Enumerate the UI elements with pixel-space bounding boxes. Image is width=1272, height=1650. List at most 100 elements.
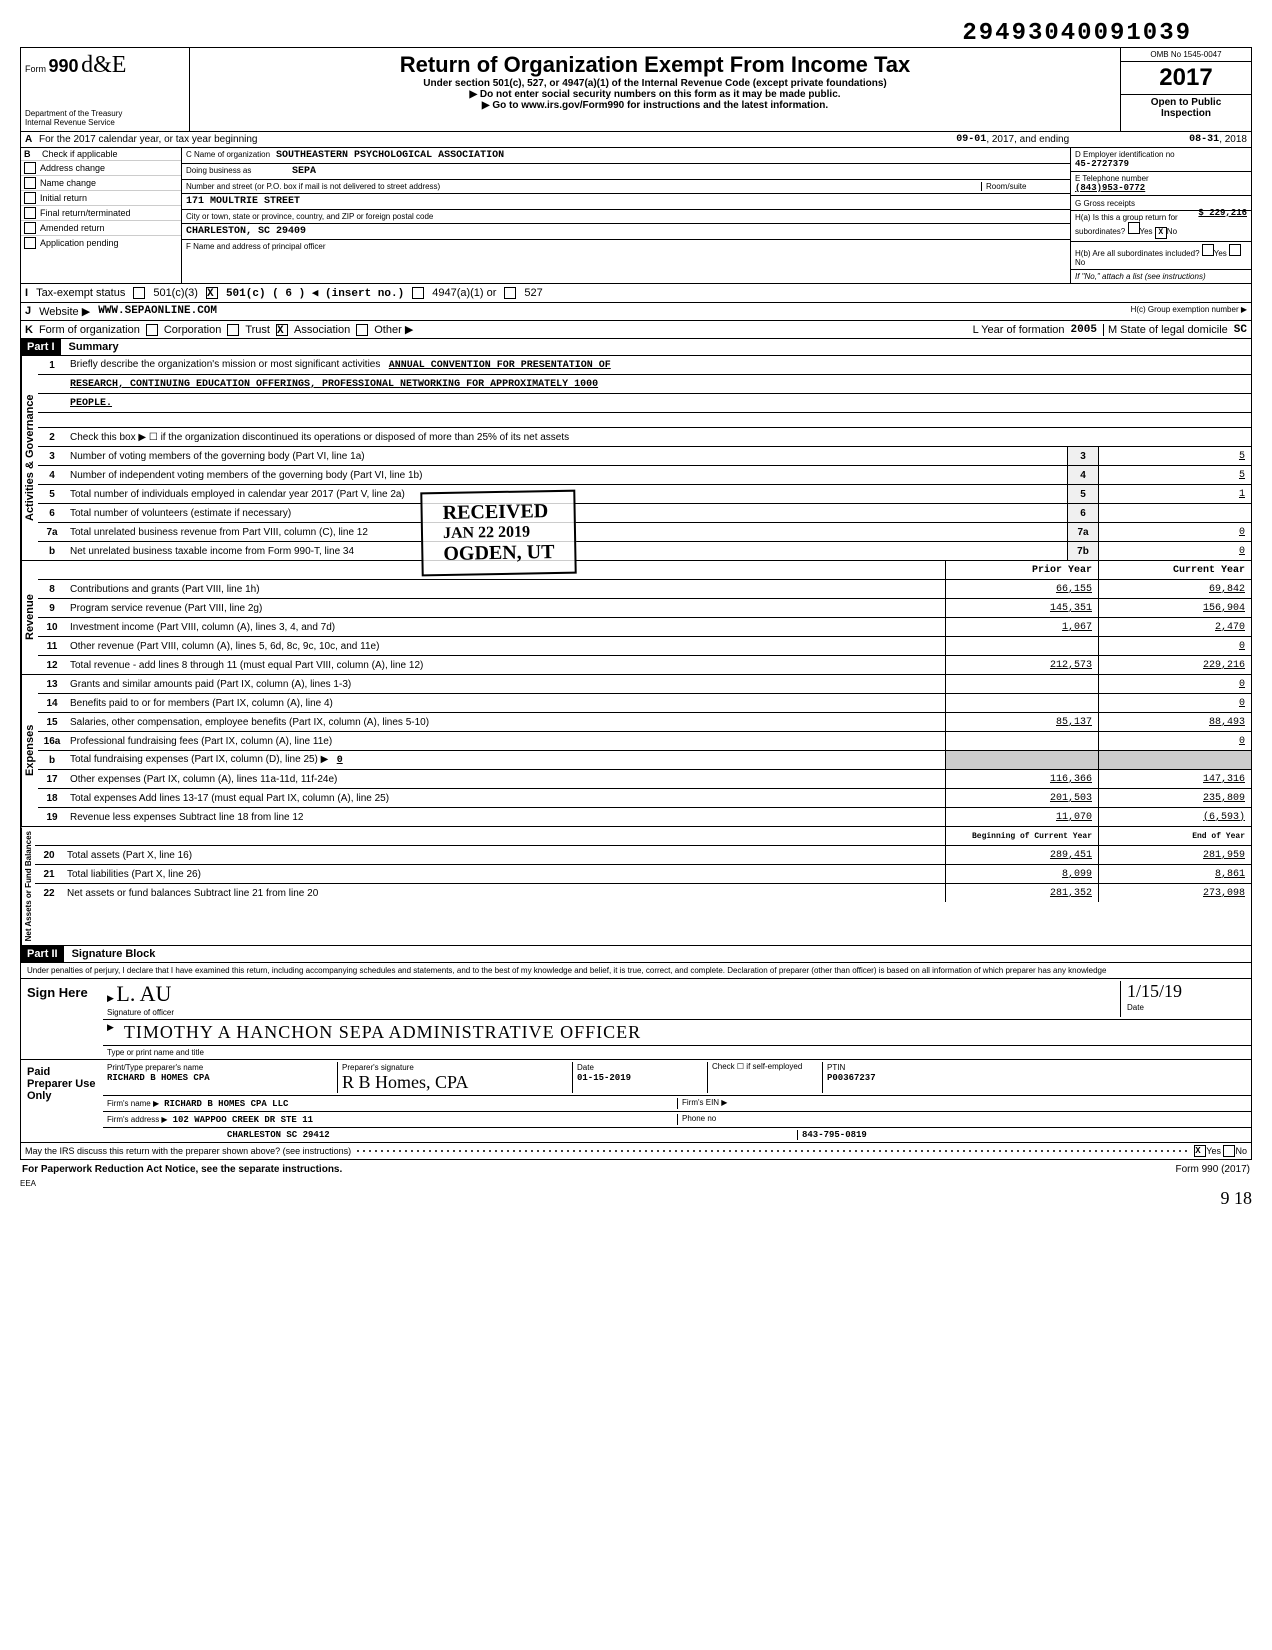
line-15-num: 15: [38, 717, 66, 728]
sign-here-label: Sign Here: [21, 979, 103, 1059]
line-15-prior: 85,137: [945, 713, 1098, 731]
4947-checkbox[interactable]: [412, 287, 424, 299]
dba-label: Doing business as: [186, 166, 286, 175]
part1-title: Summary: [61, 341, 119, 353]
line-16b-text: Total fundraising expenses (Part IX, col…: [70, 754, 328, 765]
501c-checkbox[interactable]: X: [206, 287, 218, 299]
trust-label: Trust: [245, 324, 270, 336]
line-22-current: 273,098: [1098, 884, 1251, 902]
line-16a-num: 16a: [38, 736, 66, 747]
corp-label: Corporation: [164, 324, 221, 336]
corp-checkbox[interactable]: [146, 324, 158, 336]
line-7b-num: b: [38, 546, 66, 557]
firm-addr2: CHARLESTON SC 29412: [107, 1130, 787, 1140]
line-8-prior: 66,155: [945, 580, 1098, 598]
ha-no-checkbox[interactable]: X: [1155, 227, 1167, 239]
tax-exempt-label: Tax-exempt status: [36, 287, 125, 299]
line-7a-text: Total unrelated business revenue from Pa…: [70, 527, 368, 538]
line-16b-num: b: [38, 755, 66, 766]
city-state-zip: CHARLESTON, SC 29409: [186, 226, 306, 237]
line-20-current: 281,959: [1098, 846, 1251, 864]
line-10-current: 2,470: [1098, 618, 1251, 636]
line-19-current: (6,593): [1098, 808, 1251, 826]
amended-return-label: Amended return: [40, 223, 105, 233]
ptin-value: P00367237: [827, 1073, 876, 1083]
discuss-no-checkbox[interactable]: [1223, 1145, 1235, 1157]
line-21-current: 8,861: [1098, 865, 1251, 883]
line-4-num: 4: [38, 470, 66, 481]
preparer-name-label: Print/Type preparer's name: [107, 1063, 203, 1072]
dba-value: SEPA: [292, 166, 316, 177]
period-mid: , 2017, and ending: [986, 134, 1069, 145]
form-org-label: Form of organization: [39, 324, 140, 336]
firm-phone-label: Phone no: [677, 1114, 1247, 1125]
amended-return-checkbox[interactable]: [24, 222, 36, 234]
city-label: City or town, state or province, country…: [186, 212, 433, 221]
501c-label: 501(c) ( 6 ) ◀ (insert no.): [226, 286, 404, 300]
activities-governance-label: Activities & Governance: [21, 356, 38, 560]
line-6-text: Total number of volunteers (estimate if …: [70, 508, 291, 519]
hb-no-checkbox[interactable]: [1229, 244, 1241, 256]
line-19-num: 19: [38, 812, 66, 823]
line-22-text: Net assets or fund balances Subtract lin…: [67, 888, 318, 899]
line-18-prior: 201,503: [945, 789, 1098, 807]
application-pending-checkbox[interactable]: [24, 237, 36, 249]
527-checkbox[interactable]: [504, 287, 516, 299]
mission-line1: ANNUAL CONVENTION FOR PRESENTATION OF: [389, 360, 611, 371]
ha-yes-checkbox[interactable]: [1128, 222, 1140, 234]
sign-date-label: Date: [1127, 1003, 1144, 1012]
officer-typed-name: TIMOTHY A HANCHON SEPA ADMINISTRATIVE OF…: [124, 1022, 641, 1043]
hb-yes-checkbox[interactable]: [1202, 244, 1214, 256]
website-value: WWW.SEPAONLINE.COM: [98, 305, 217, 318]
form-title: Return of Organization Exempt From Incom…: [194, 52, 1116, 78]
line-12-num: 12: [38, 660, 66, 671]
phone-label: E Telephone number: [1075, 174, 1247, 183]
address-change-checkbox[interactable]: [24, 162, 36, 174]
line-2-text: Check this box ▶ ☐ if the organization d…: [66, 431, 1251, 444]
line-13-prior: [945, 675, 1098, 693]
line-4-box: 4: [1067, 466, 1098, 484]
line-6-value: [1098, 504, 1251, 522]
501c3-checkbox[interactable]: [133, 287, 145, 299]
line-3-value: 5: [1098, 447, 1251, 465]
part2-title: Signature Block: [64, 948, 156, 960]
year-formation-value: 2005: [1071, 324, 1097, 336]
line-j-label: J: [25, 305, 31, 318]
line-13-num: 13: [38, 679, 66, 690]
line-20-prior: 289,451: [945, 846, 1098, 864]
final-return-checkbox[interactable]: [24, 207, 36, 219]
assoc-checkbox[interactable]: X: [276, 324, 288, 336]
line-17-num: 17: [38, 774, 66, 785]
line-11-num: 11: [38, 641, 66, 652]
form-header: Form 990 d&E Department of the Treasury …: [20, 47, 1252, 132]
website-label: Website ▶: [39, 305, 90, 318]
officer-signature-label: Signature of officer: [107, 1008, 174, 1017]
discuss-yes-checkbox[interactable]: X: [1194, 1145, 1206, 1157]
open-public: Open to Public: [1125, 97, 1247, 108]
line-7a-box: 7a: [1067, 523, 1098, 541]
line-9-text: Program service revenue (Part VIII, line…: [70, 603, 262, 614]
line-2-num: 2: [38, 432, 66, 443]
subtitle-3: ▶ Go to www.irs.gov/Form990 for instruct…: [194, 100, 1116, 111]
line-11-current: 0: [1098, 637, 1251, 655]
initial-return-checkbox[interactable]: [24, 192, 36, 204]
line-16a-text: Professional fundraising fees (Part IX, …: [70, 736, 332, 747]
trust-checkbox[interactable]: [227, 324, 239, 336]
line-5-num: 5: [38, 489, 66, 500]
line-8-current: 69,842: [1098, 580, 1251, 598]
line-5-text: Total number of individuals employed in …: [70, 489, 405, 500]
net-assets-label: Net Assets or Fund Balances: [21, 827, 35, 945]
line-8-text: Contributions and grants (Part VIII, lin…: [70, 584, 260, 595]
line-16a-current: 0: [1098, 732, 1251, 750]
line-19-text: Revenue less expenses Subtract line 18 f…: [70, 812, 303, 823]
line-20-text: Total assets (Part X, line 16): [67, 850, 192, 861]
line-18-text: Total expenses Add lines 13-17 (must equ…: [70, 793, 389, 804]
form-label: Form: [25, 64, 46, 74]
subtitle-1: Under section 501(c), 527, or 4947(a)(1)…: [194, 78, 1116, 89]
name-change-checkbox[interactable]: [24, 177, 36, 189]
other-checkbox[interactable]: [356, 324, 368, 336]
footer-right: Form 990 (2017): [1176, 1164, 1250, 1175]
inspection: Inspection: [1125, 108, 1247, 119]
address-change-label: Address change: [40, 163, 105, 173]
page-hand-number: 9 18: [20, 1188, 1252, 1209]
